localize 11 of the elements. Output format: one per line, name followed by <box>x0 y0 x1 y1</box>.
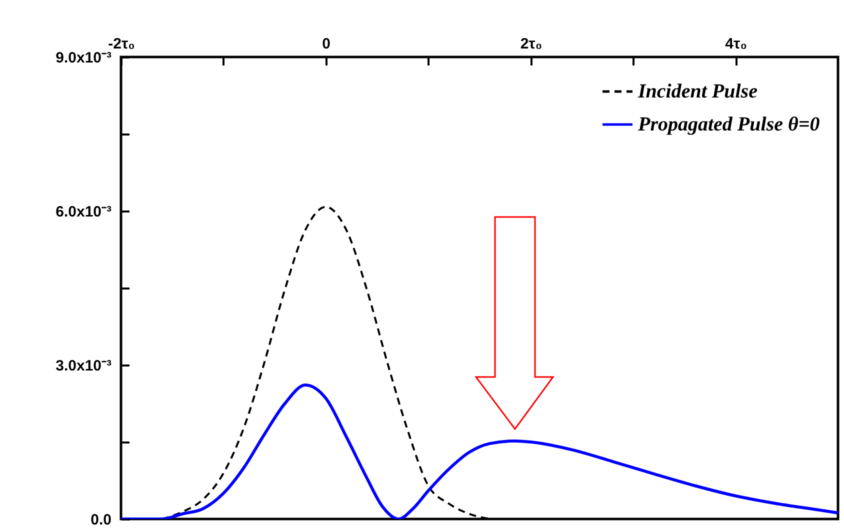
x-tick-label: 2τ₀ <box>520 36 542 52</box>
legend-label: Incident Pulse <box>637 80 758 102</box>
y-tick-label: 3.0x10⁻³ <box>56 358 112 374</box>
x-tick-label: -2τ₀ <box>108 36 135 52</box>
text: 0 <box>322 36 331 52</box>
y-tick-label: 0.0 <box>90 512 112 528</box>
y-tick-label: 6.0x10⁻³ <box>56 204 112 220</box>
x-tick-label: 4τ₀ <box>725 36 747 52</box>
line-series <box>121 384 838 519</box>
legend-label: Propagated Pulse θ=0 <box>637 114 820 136</box>
y-tick-label: 9.0x10⁻³ <box>56 50 112 66</box>
